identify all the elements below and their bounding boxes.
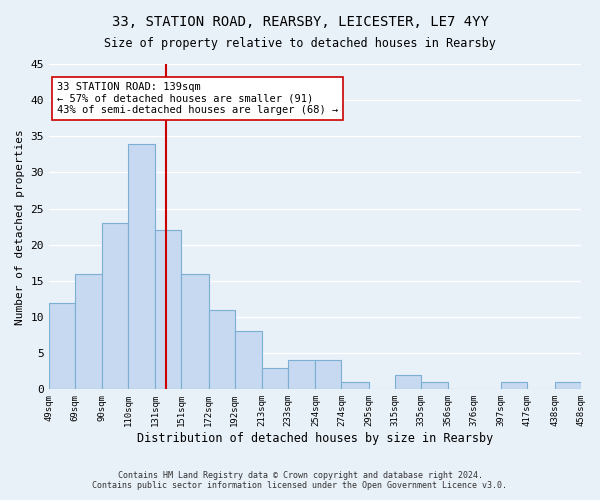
Bar xyxy=(181,274,209,390)
Bar xyxy=(501,382,527,390)
Bar xyxy=(49,302,75,390)
Text: Size of property relative to detached houses in Rearsby: Size of property relative to detached ho… xyxy=(104,38,496,51)
Bar xyxy=(316,360,341,390)
Bar xyxy=(262,368,288,390)
Y-axis label: Number of detached properties: Number of detached properties xyxy=(15,129,25,324)
Bar xyxy=(235,332,262,390)
Text: 33, STATION ROAD, REARSBY, LEICESTER, LE7 4YY: 33, STATION ROAD, REARSBY, LEICESTER, LE… xyxy=(112,15,488,29)
Bar xyxy=(341,382,368,390)
X-axis label: Distribution of detached houses by size in Rearsby: Distribution of detached houses by size … xyxy=(137,432,493,445)
Text: Contains HM Land Registry data © Crown copyright and database right 2024.
Contai: Contains HM Land Registry data © Crown c… xyxy=(92,470,508,490)
Bar xyxy=(128,144,155,390)
Bar xyxy=(554,382,581,390)
Bar xyxy=(421,382,448,390)
Bar xyxy=(288,360,316,390)
Bar xyxy=(395,375,421,390)
Bar xyxy=(75,274,102,390)
Bar xyxy=(102,223,128,390)
Bar xyxy=(155,230,181,390)
Bar xyxy=(209,310,235,390)
Text: 33 STATION ROAD: 139sqm
← 57% of detached houses are smaller (91)
43% of semi-de: 33 STATION ROAD: 139sqm ← 57% of detache… xyxy=(57,82,338,116)
